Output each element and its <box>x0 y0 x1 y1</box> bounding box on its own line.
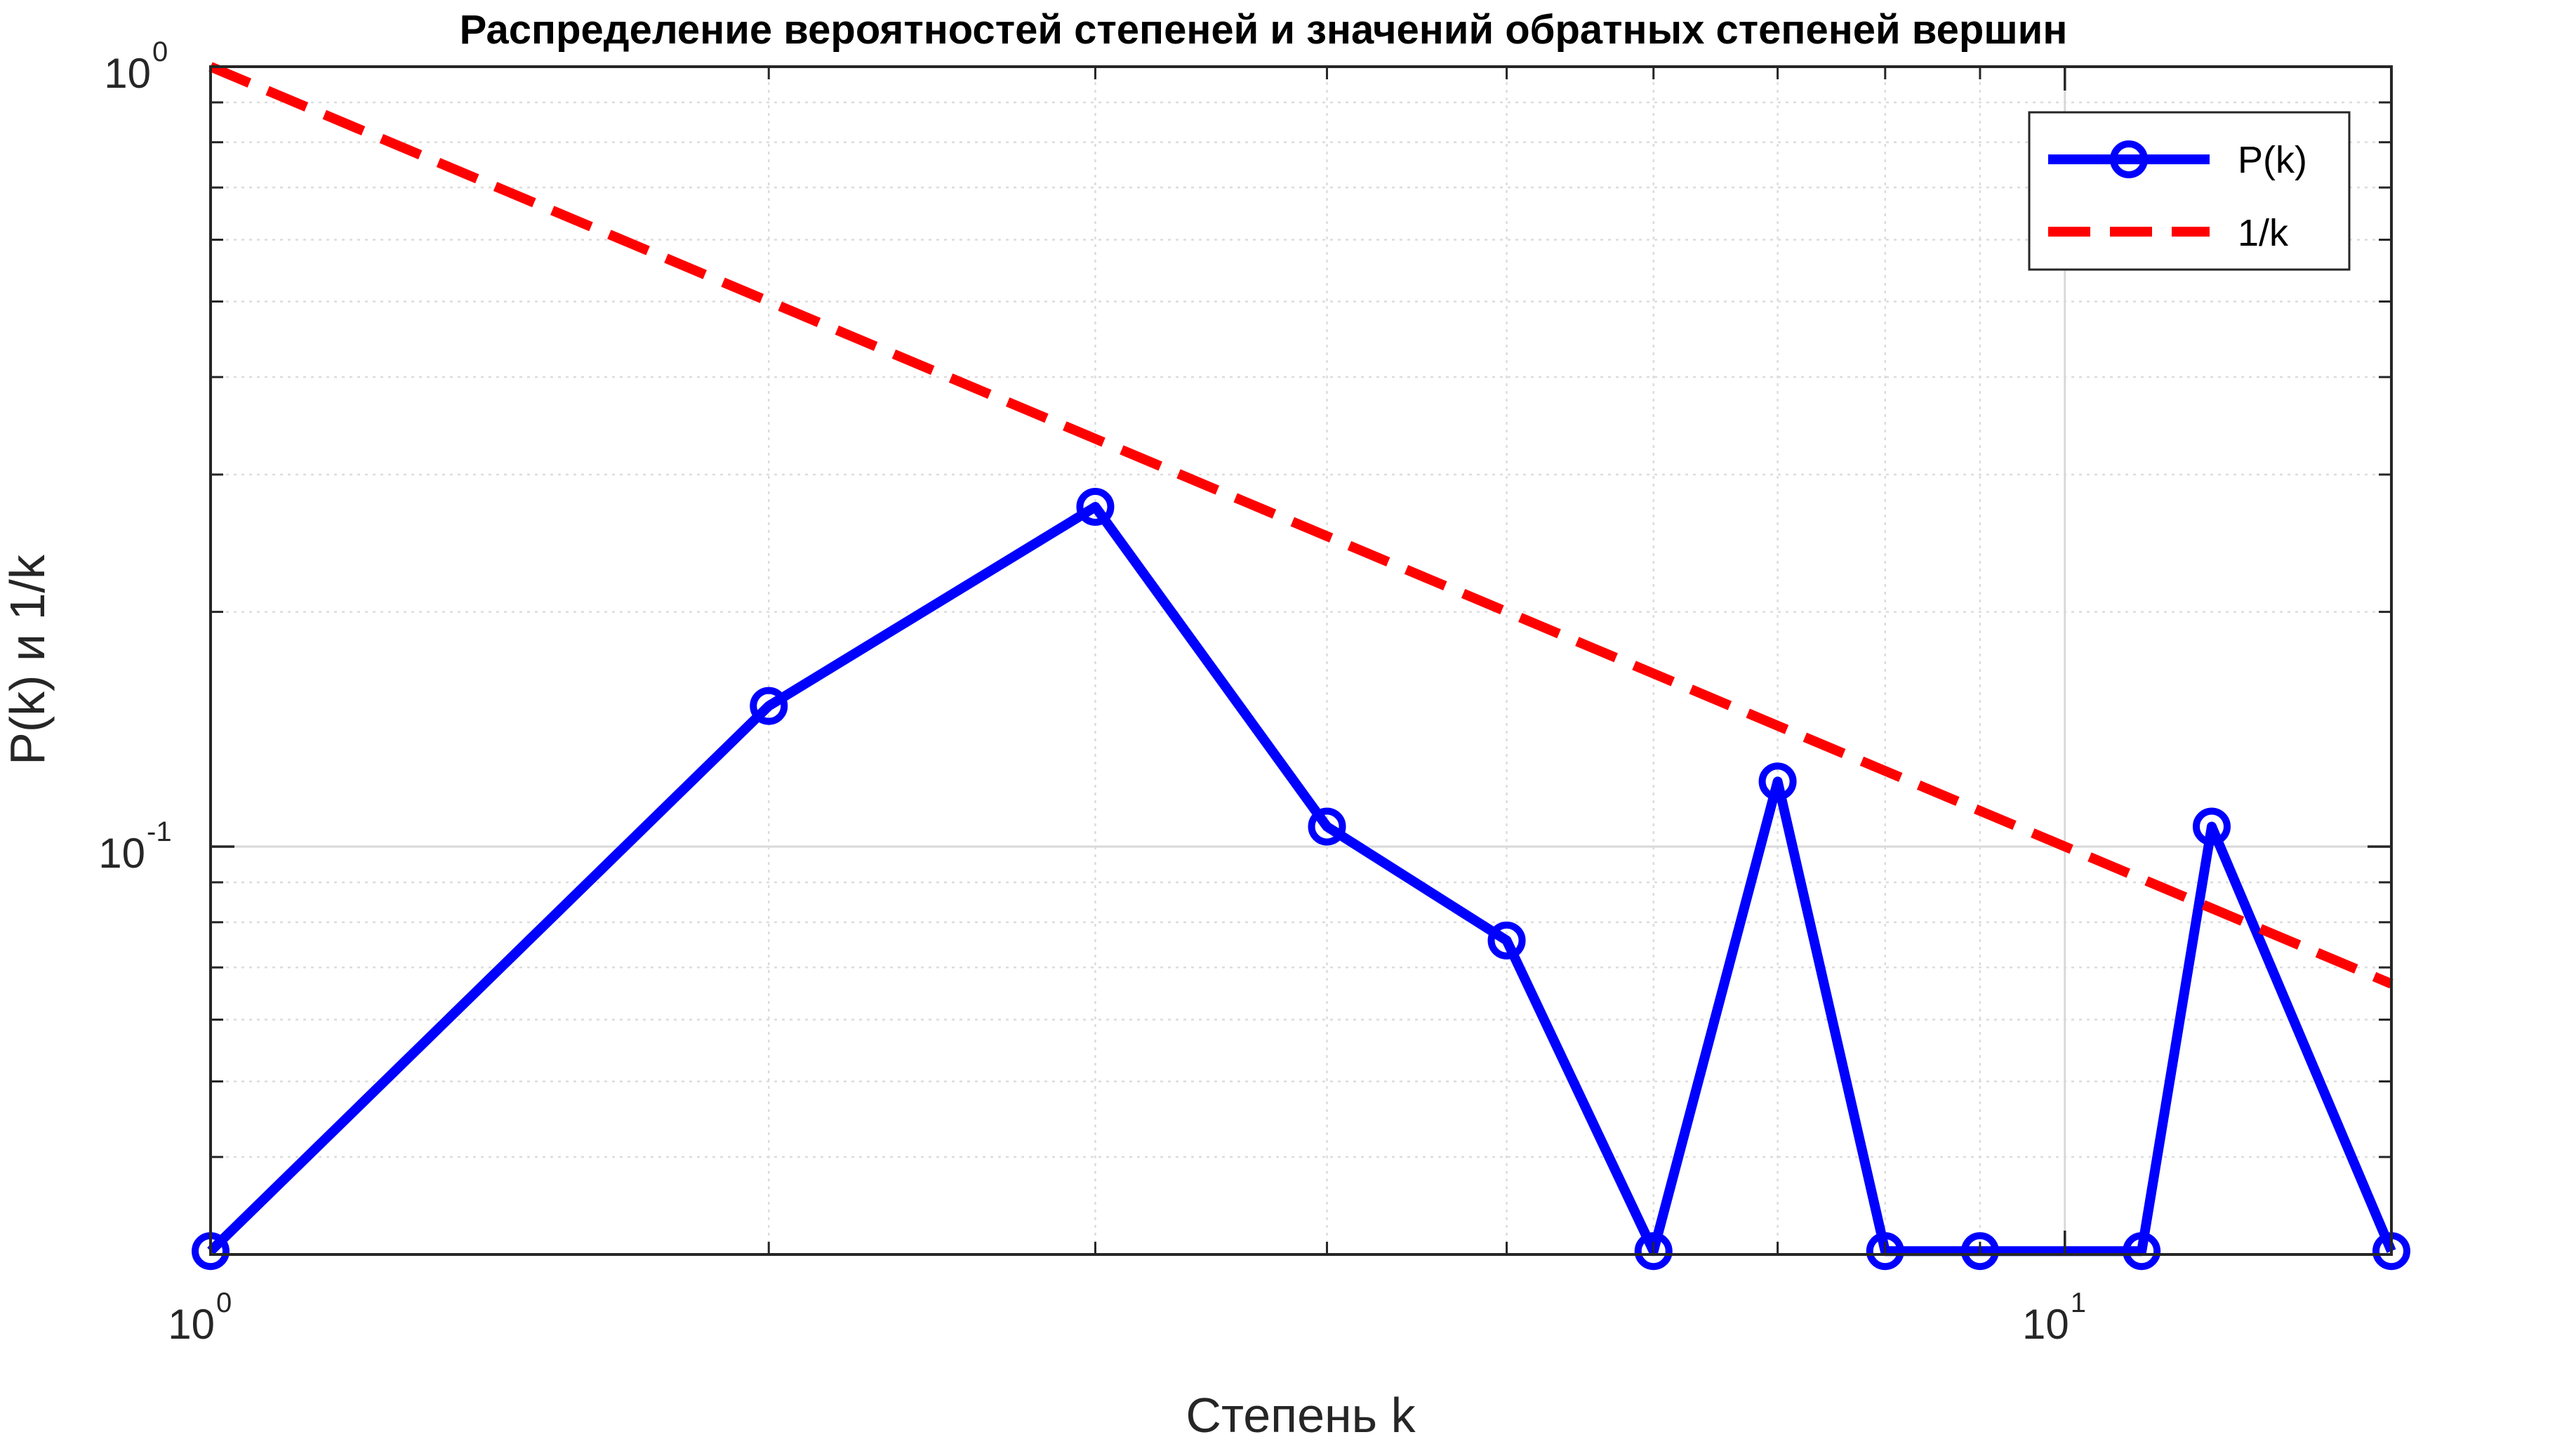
y-tick-label-exponent: 0 <box>152 37 168 67</box>
x-tick-label-base: 10 <box>168 1301 215 1348</box>
axis-ticks <box>209 65 2391 1254</box>
data-point-marker <box>1634 1232 1673 1271</box>
x-tick-label-exponent: 1 <box>2071 1287 2086 1318</box>
data-point-marker <box>2192 807 2231 846</box>
plot-lines <box>192 62 2410 1271</box>
data-point-marker <box>1866 1232 1904 1271</box>
x-axis-label: Степень k <box>1186 1388 1416 1443</box>
data-point-marker <box>1487 921 1526 960</box>
y-tick-label: 10 0 <box>104 37 168 97</box>
plot-area-border <box>209 65 2393 1256</box>
x-tick-label-exponent: 0 <box>216 1287 232 1318</box>
y-tick-label-exponent: -1 <box>147 816 172 847</box>
legend-pk-marker <box>2110 140 2148 178</box>
y-axis-label: P(k) и 1/k <box>0 554 55 765</box>
legend-box <box>2028 111 2351 271</box>
series-line-inverse-k <box>208 62 2394 988</box>
series-line-pk <box>207 502 2396 1257</box>
chart-title: Распределение вероятностей степеней и зн… <box>460 7 2068 53</box>
data-point-marker <box>750 687 788 725</box>
data-point-marker <box>1960 1232 1999 1271</box>
data-point-marker <box>1758 762 1797 801</box>
y-tick-label-base: 10 <box>104 50 151 97</box>
x-tick-label-base: 10 <box>2022 1301 2069 1348</box>
data-point-marker <box>1308 807 1346 846</box>
data-point-marker <box>2123 1232 2161 1271</box>
legend-inv-label: 1/k <box>2238 212 2289 254</box>
legend-pk-label: P(k) <box>2238 139 2307 181</box>
x-tick-label: 10 0 <box>168 1287 232 1348</box>
grid <box>211 67 2391 1254</box>
y-tick-label: 10 -1 <box>98 816 171 877</box>
y-tick-label-base: 10 <box>98 830 145 877</box>
x-tick-label: 10 1 <box>2022 1287 2086 1348</box>
data-point-marker <box>1076 487 1115 526</box>
legend: P(k) 1/k <box>2028 111 2351 271</box>
